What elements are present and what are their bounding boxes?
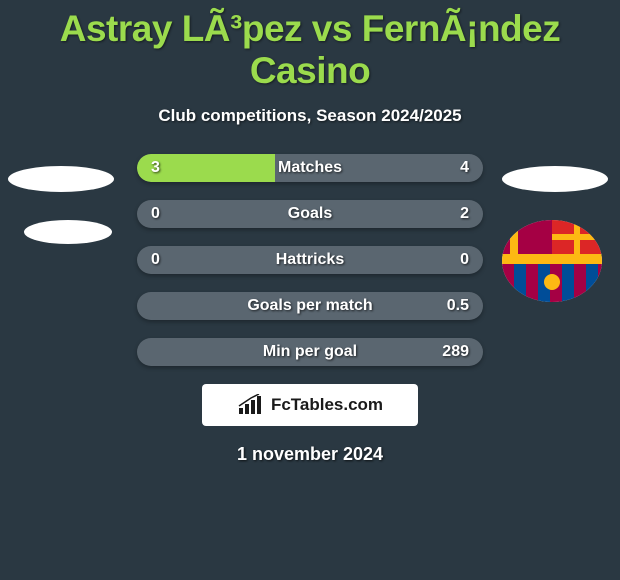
page-subtitle: Club competitions, Season 2024/2025 [0,106,620,126]
club-crest-icon [502,220,602,302]
attribution-text: FcTables.com [271,395,383,415]
right-team-badges [502,166,608,302]
snapshot-date: 1 november 2024 [0,444,620,465]
left-badge-1-icon [8,166,114,192]
stat-bars: 34Matches 02Goals 00Hattricks 0.5Goals per … [137,154,483,366]
chart-icon [237,394,265,416]
stat-label: Hattricks [137,246,483,274]
comparison-content: 34Matches 02Goals 00Hattricks 0.5Goals per … [0,154,620,465]
stat-row: 34Matches [137,154,483,182]
stat-label: Goals per match [137,292,483,320]
stat-label: Goals [137,200,483,228]
right-badge-1-icon [502,166,608,192]
stat-label: Min per goal [137,338,483,366]
stat-row: 289Min per goal [137,338,483,366]
attribution-badge: FcTables.com [202,384,418,426]
stat-label: Matches [137,154,483,182]
left-team-badges [8,166,114,272]
stat-row: 02Goals [137,200,483,228]
stat-row: 00Hattricks [137,246,483,274]
page-title: Astray LÃ³pez vs FernÃ¡ndez Casino [0,0,620,92]
left-badge-2-icon [24,220,112,244]
stat-row: 0.5Goals per match [137,292,483,320]
